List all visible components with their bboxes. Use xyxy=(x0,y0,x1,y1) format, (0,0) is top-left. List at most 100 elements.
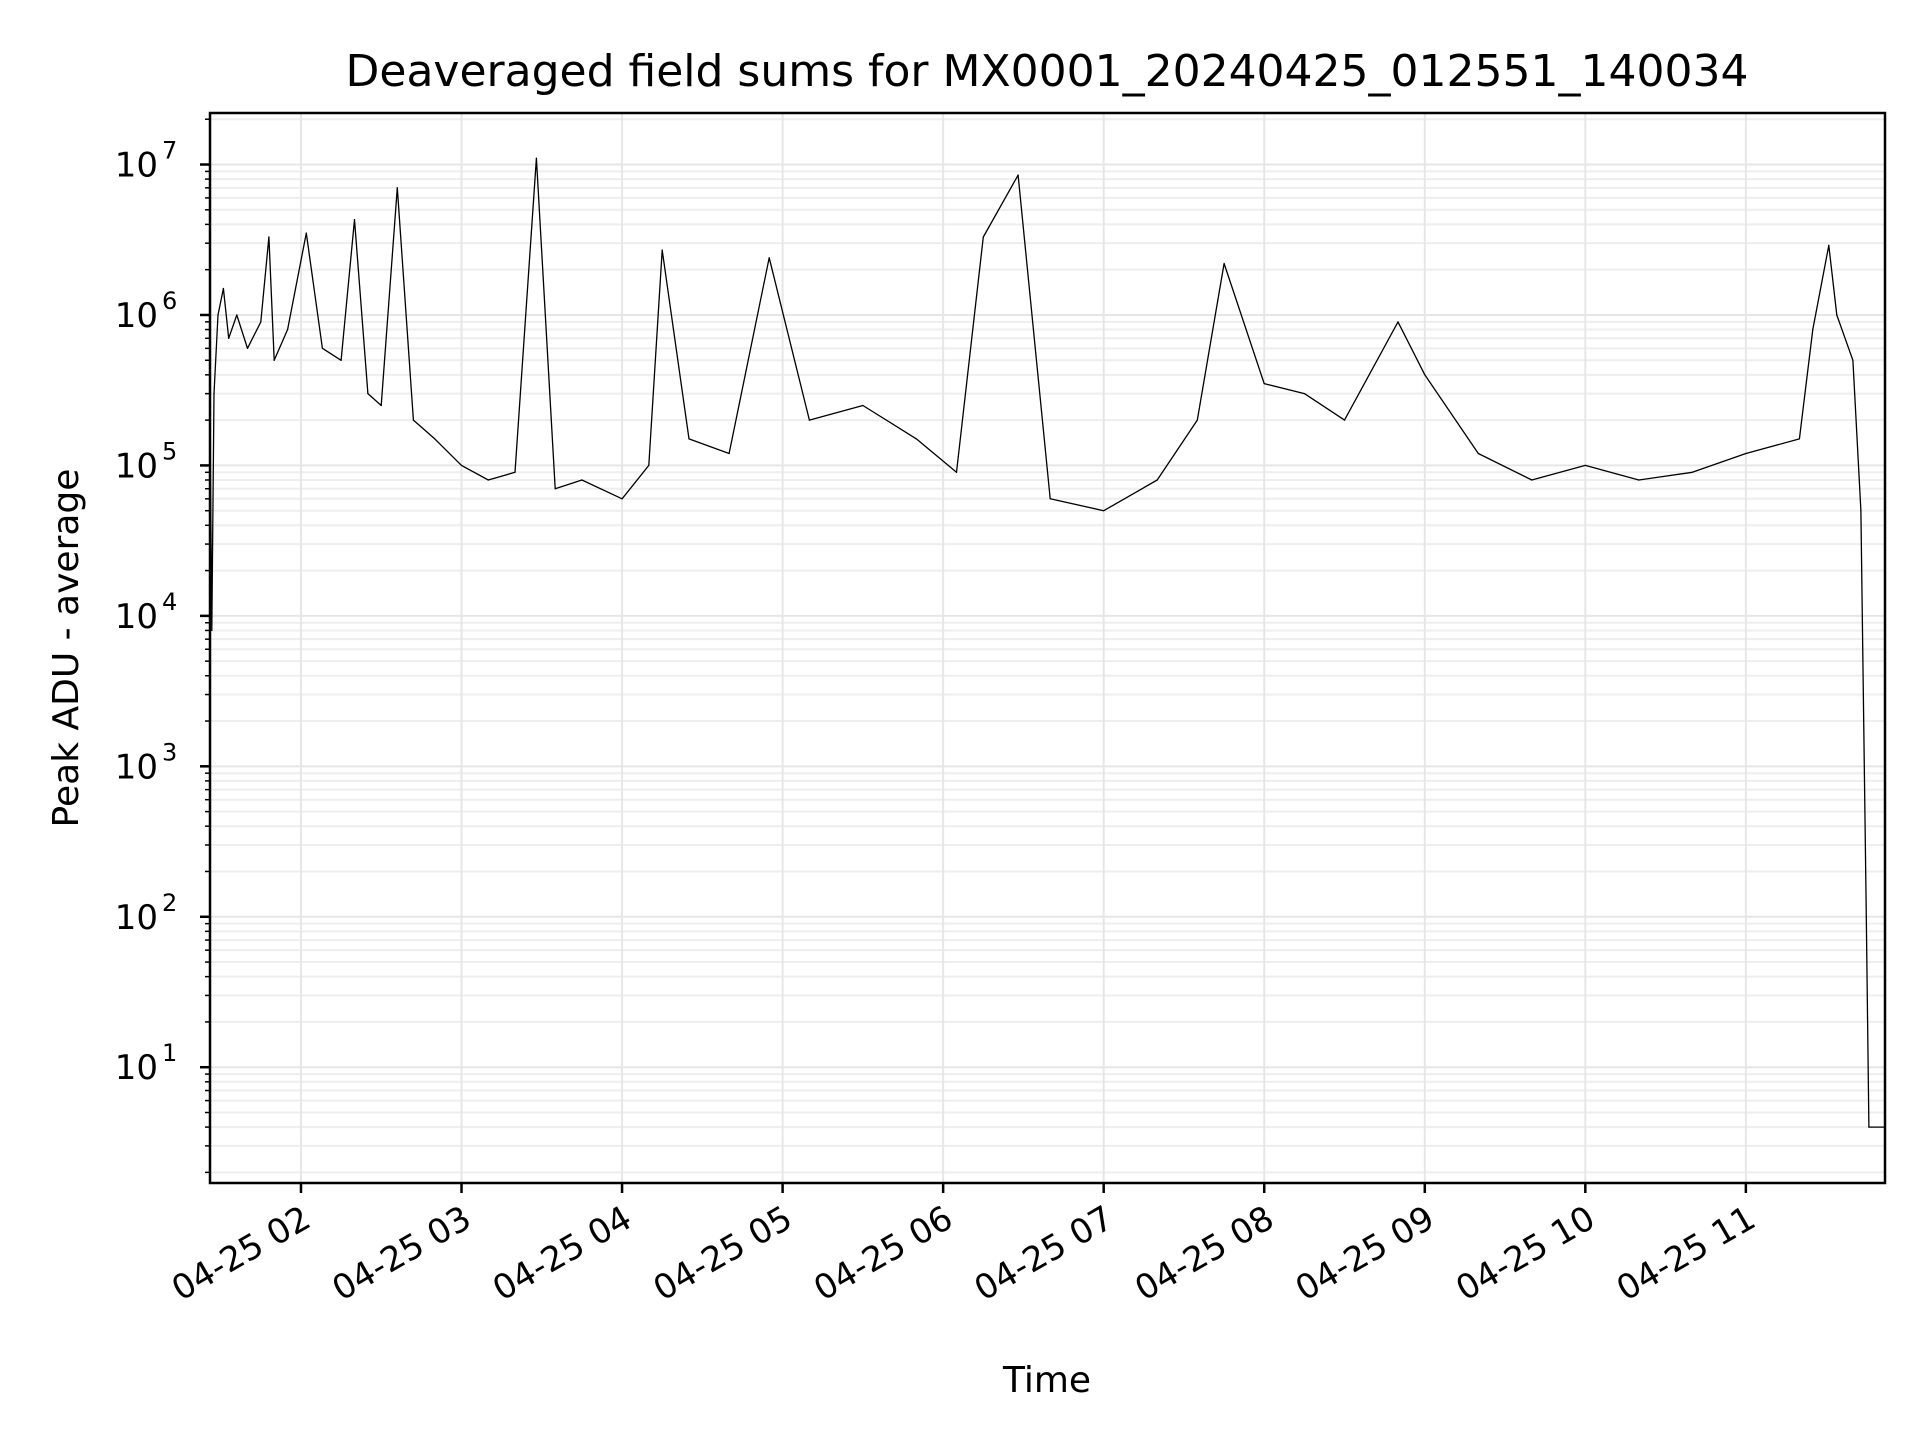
x-tick-label: 04-25 04 xyxy=(486,1198,638,1309)
series-point xyxy=(412,419,414,421)
series-point xyxy=(661,249,663,251)
series-point xyxy=(915,438,918,440)
series-point xyxy=(228,337,230,339)
series-layer xyxy=(209,157,1886,1184)
series-point xyxy=(554,488,556,490)
series-point xyxy=(236,314,238,316)
series-point xyxy=(1798,438,1800,440)
series-point xyxy=(1343,419,1346,421)
y-tick-exponent: 7 xyxy=(162,137,177,165)
series-point xyxy=(1852,359,1854,361)
series-point xyxy=(211,629,213,632)
series-point xyxy=(535,157,538,159)
x-axis-label: Time xyxy=(1002,1360,1091,1401)
y-tick-label: 10 xyxy=(115,597,158,637)
series-point xyxy=(1638,479,1640,481)
series-point xyxy=(1745,452,1747,455)
series-point xyxy=(955,471,958,473)
series-point xyxy=(1828,244,1830,246)
series-point xyxy=(380,404,382,407)
y-tick-base: 10 xyxy=(115,446,158,486)
series-point xyxy=(688,438,690,440)
series-point xyxy=(217,314,219,316)
series-point xyxy=(1836,314,1838,316)
series-point xyxy=(768,257,770,259)
series-point xyxy=(1223,262,1225,265)
x-tick-label: 04-25 05 xyxy=(647,1198,799,1309)
y-tick-exponent: 2 xyxy=(162,889,177,917)
y-tick-exponent: 5 xyxy=(162,437,177,465)
series-point xyxy=(1303,393,1305,395)
series-point xyxy=(862,404,864,407)
series-point xyxy=(621,498,623,500)
series-point xyxy=(287,328,289,331)
series-point xyxy=(1397,321,1399,323)
series-point xyxy=(808,419,811,421)
y-tick-label: 10 xyxy=(115,747,158,787)
y-tick-label: 10 xyxy=(115,296,158,336)
y-tick-label: 10 xyxy=(115,898,158,938)
series-point xyxy=(728,452,730,455)
series-point xyxy=(340,359,342,361)
series-point xyxy=(1584,464,1586,466)
series-point xyxy=(1812,328,1814,331)
series-point xyxy=(273,359,275,361)
plot-frame xyxy=(208,111,1887,1185)
series-point xyxy=(434,438,436,440)
series-point xyxy=(1691,471,1693,473)
y-tick-label: 10 xyxy=(115,1048,158,1088)
series-point xyxy=(1263,383,1265,385)
y-axis-label: Peak ADU - average xyxy=(46,469,87,828)
y-tick-base: 10 xyxy=(115,1048,158,1088)
series-point xyxy=(305,232,307,234)
series-point xyxy=(982,236,984,238)
x-tick-label: 04-25 11 xyxy=(1610,1198,1762,1309)
series-point xyxy=(1865,916,1867,918)
series-point xyxy=(260,321,262,323)
x-tick-label: 04-25 02 xyxy=(165,1198,317,1309)
y-tick-base: 10 xyxy=(115,747,158,787)
y-tick-base: 10 xyxy=(115,146,158,186)
series-point xyxy=(222,287,224,290)
grid xyxy=(210,113,1885,1183)
series-point xyxy=(1103,510,1105,512)
x-tick-label: 04-25 10 xyxy=(1449,1198,1601,1309)
series-point xyxy=(460,464,463,466)
series-point xyxy=(1017,174,1019,176)
x-tick-label: 04-25 07 xyxy=(968,1198,1120,1309)
series-point xyxy=(1868,1126,1870,1128)
series-point xyxy=(1424,374,1426,376)
series-point xyxy=(1477,452,1479,455)
series-point xyxy=(321,347,323,349)
y-tick-label: 10 xyxy=(115,446,158,486)
series-point xyxy=(213,393,215,395)
series-point xyxy=(1049,498,1051,500)
y-tick-base: 10 xyxy=(115,296,158,336)
y-tick-base: 10 xyxy=(115,597,158,637)
series-point xyxy=(268,236,270,238)
y-tick-exponent: 4 xyxy=(162,588,177,616)
x-tick-label: 04-25 06 xyxy=(807,1198,959,1309)
x-tick-label: 04-25 08 xyxy=(1128,1198,1280,1309)
x-tick-label: 04-25 09 xyxy=(1289,1198,1441,1309)
series-point xyxy=(1531,479,1533,481)
y-tick-exponent: 3 xyxy=(162,738,177,766)
y-tick-exponent: 1 xyxy=(162,1039,177,1067)
series-point xyxy=(353,219,356,221)
y-tick-exponent: 6 xyxy=(162,287,177,315)
series-point xyxy=(487,479,489,481)
series-point xyxy=(514,471,516,473)
x-tick-label: 04-25 03 xyxy=(326,1198,478,1309)
series-point xyxy=(581,479,583,481)
series-point xyxy=(246,347,249,349)
chart-title: Deaveraged field sums for MX0001_2024042… xyxy=(346,46,1749,97)
series-point xyxy=(396,187,398,189)
x-axis: 04-25 02 04-25 03 04-25 04 04-25 05 04-25 06… xyxy=(165,1183,1762,1309)
series-point xyxy=(648,464,650,466)
series-point xyxy=(1196,419,1198,421)
y-tick-base: 10 xyxy=(115,898,158,938)
series-point xyxy=(1156,479,1158,481)
